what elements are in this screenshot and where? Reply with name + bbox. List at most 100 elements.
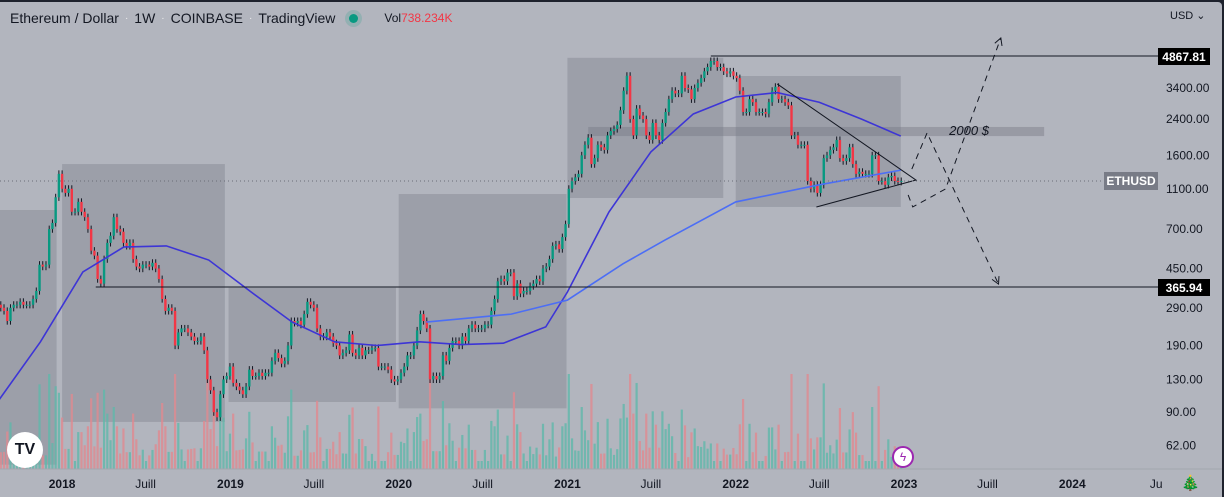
candle	[290, 321, 293, 346]
candle	[164, 298, 167, 311]
volume-bar	[583, 430, 587, 469]
candle	[735, 75, 738, 79]
currency-selector[interactable]: USD ⌄	[1170, 9, 1206, 22]
candle	[57, 173, 61, 198]
volume-bar	[445, 445, 448, 469]
candle	[38, 264, 41, 291]
price-tag-label: 4867.81	[1162, 50, 1206, 64]
candle	[54, 197, 57, 223]
candle	[577, 173, 580, 178]
volume-bar	[790, 374, 793, 469]
volume-bar	[777, 424, 780, 469]
candle	[770, 90, 774, 103]
volume-bar	[96, 392, 99, 469]
arrow-head-icon	[994, 37, 1003, 46]
volume-bar	[535, 447, 538, 469]
volume-bar	[112, 407, 115, 469]
candle	[780, 99, 784, 101]
candle	[867, 173, 871, 175]
volume-bar	[306, 425, 309, 469]
volume-bar	[761, 461, 764, 469]
volume-bar	[567, 374, 570, 469]
market-status-icon[interactable]	[349, 13, 359, 23]
volume-bar	[135, 439, 138, 469]
candle	[306, 301, 309, 315]
candle	[696, 82, 700, 89]
volume-bar	[767, 427, 771, 469]
candle	[248, 369, 251, 387]
candle	[135, 259, 138, 267]
volume-bar	[783, 452, 787, 469]
lightning-icon[interactable]: ϟ	[892, 446, 914, 468]
candle	[380, 366, 383, 368]
volume-bar	[774, 449, 777, 469]
candle	[228, 366, 232, 377]
candle	[199, 336, 203, 341]
x-tick-label: 2022	[722, 477, 749, 491]
volume-bar	[83, 445, 86, 469]
volume-bar	[448, 423, 451, 469]
candle	[170, 307, 174, 311]
candle	[438, 376, 441, 380]
candle	[96, 255, 99, 280]
candle	[861, 171, 864, 174]
volume-bar	[593, 443, 596, 469]
candle	[93, 250, 96, 256]
volume-bar	[183, 461, 186, 469]
symbol-name[interactable]: Ethereum / Dollar	[10, 10, 119, 26]
candle	[22, 301, 25, 305]
candle	[896, 180, 900, 182]
candle	[464, 336, 467, 341]
candle	[119, 229, 122, 232]
candle	[428, 328, 432, 380]
y-tick-label: 190.00	[1166, 339, 1203, 353]
candle	[819, 184, 822, 193]
candle	[173, 310, 177, 346]
volume-bar	[845, 452, 848, 469]
candle	[444, 355, 448, 361]
christmas-tree-icon[interactable]: 🎄	[1181, 475, 1200, 492]
candle	[609, 131, 612, 136]
tradingview-logo[interactable]: TV	[7, 432, 43, 468]
candle	[419, 314, 422, 331]
candle	[832, 147, 835, 150]
candle	[538, 279, 541, 282]
x-tick-label: Juill	[472, 477, 493, 491]
candle	[206, 350, 209, 380]
volume-bar	[0, 452, 2, 469]
volume-bar	[616, 449, 619, 469]
candle	[687, 88, 690, 90]
volume-bar	[199, 448, 202, 469]
volume-bar	[748, 423, 751, 469]
candle	[319, 328, 322, 337]
candle	[383, 366, 387, 368]
volume-bar	[506, 435, 509, 469]
volume-bar	[835, 439, 838, 469]
volume-bar	[706, 448, 709, 469]
volume-bar	[490, 420, 493, 469]
volume-bar	[832, 453, 835, 469]
candle	[548, 259, 551, 267]
candle	[60, 173, 64, 189]
candle	[645, 119, 648, 136]
volume-bar	[215, 446, 219, 469]
candle	[160, 279, 164, 299]
volume-bar	[345, 453, 348, 469]
interval[interactable]: 1W	[134, 10, 156, 26]
volume-bar	[735, 454, 738, 469]
candle	[399, 372, 403, 380]
candle	[758, 111, 761, 113]
volume-bar	[354, 453, 357, 469]
volume-bar	[712, 461, 716, 469]
volume-bar	[248, 411, 251, 469]
volume-bar	[64, 448, 67, 469]
range-box	[0, 210, 57, 465]
candle	[299, 321, 303, 325]
candle	[112, 217, 115, 236]
volume-bar	[551, 422, 554, 469]
volume-bar	[380, 461, 383, 469]
symbol-price-label: ETHUSD	[1106, 174, 1156, 188]
candle	[693, 88, 696, 100]
